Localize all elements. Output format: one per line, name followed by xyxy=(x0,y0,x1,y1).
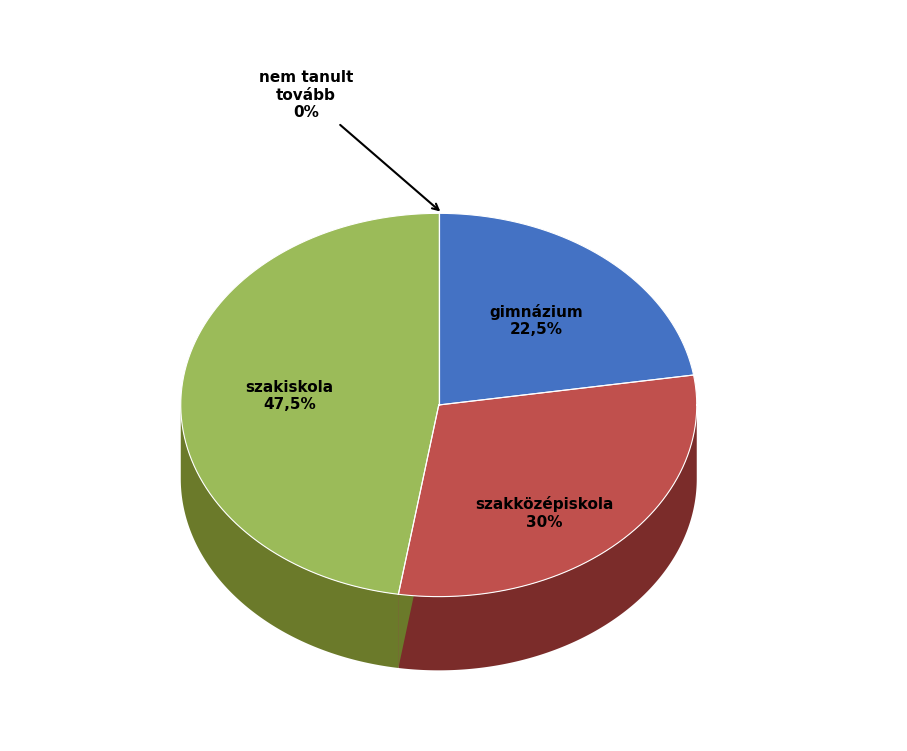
Polygon shape xyxy=(398,405,439,668)
Text: nem tanult
tovább
0%: nem tanult tovább 0% xyxy=(258,71,439,210)
Polygon shape xyxy=(398,406,697,671)
Polygon shape xyxy=(398,375,697,596)
Text: szakiskola
47,5%: szakiskola 47,5% xyxy=(246,380,334,412)
Polygon shape xyxy=(180,213,439,594)
Text: gimnázium
22,5%: gimnázium 22,5% xyxy=(489,303,583,337)
Polygon shape xyxy=(398,405,439,668)
Text: szakközépiskola
30%: szakközépiskola 30% xyxy=(475,496,614,529)
Polygon shape xyxy=(439,213,694,405)
Polygon shape xyxy=(180,406,398,668)
